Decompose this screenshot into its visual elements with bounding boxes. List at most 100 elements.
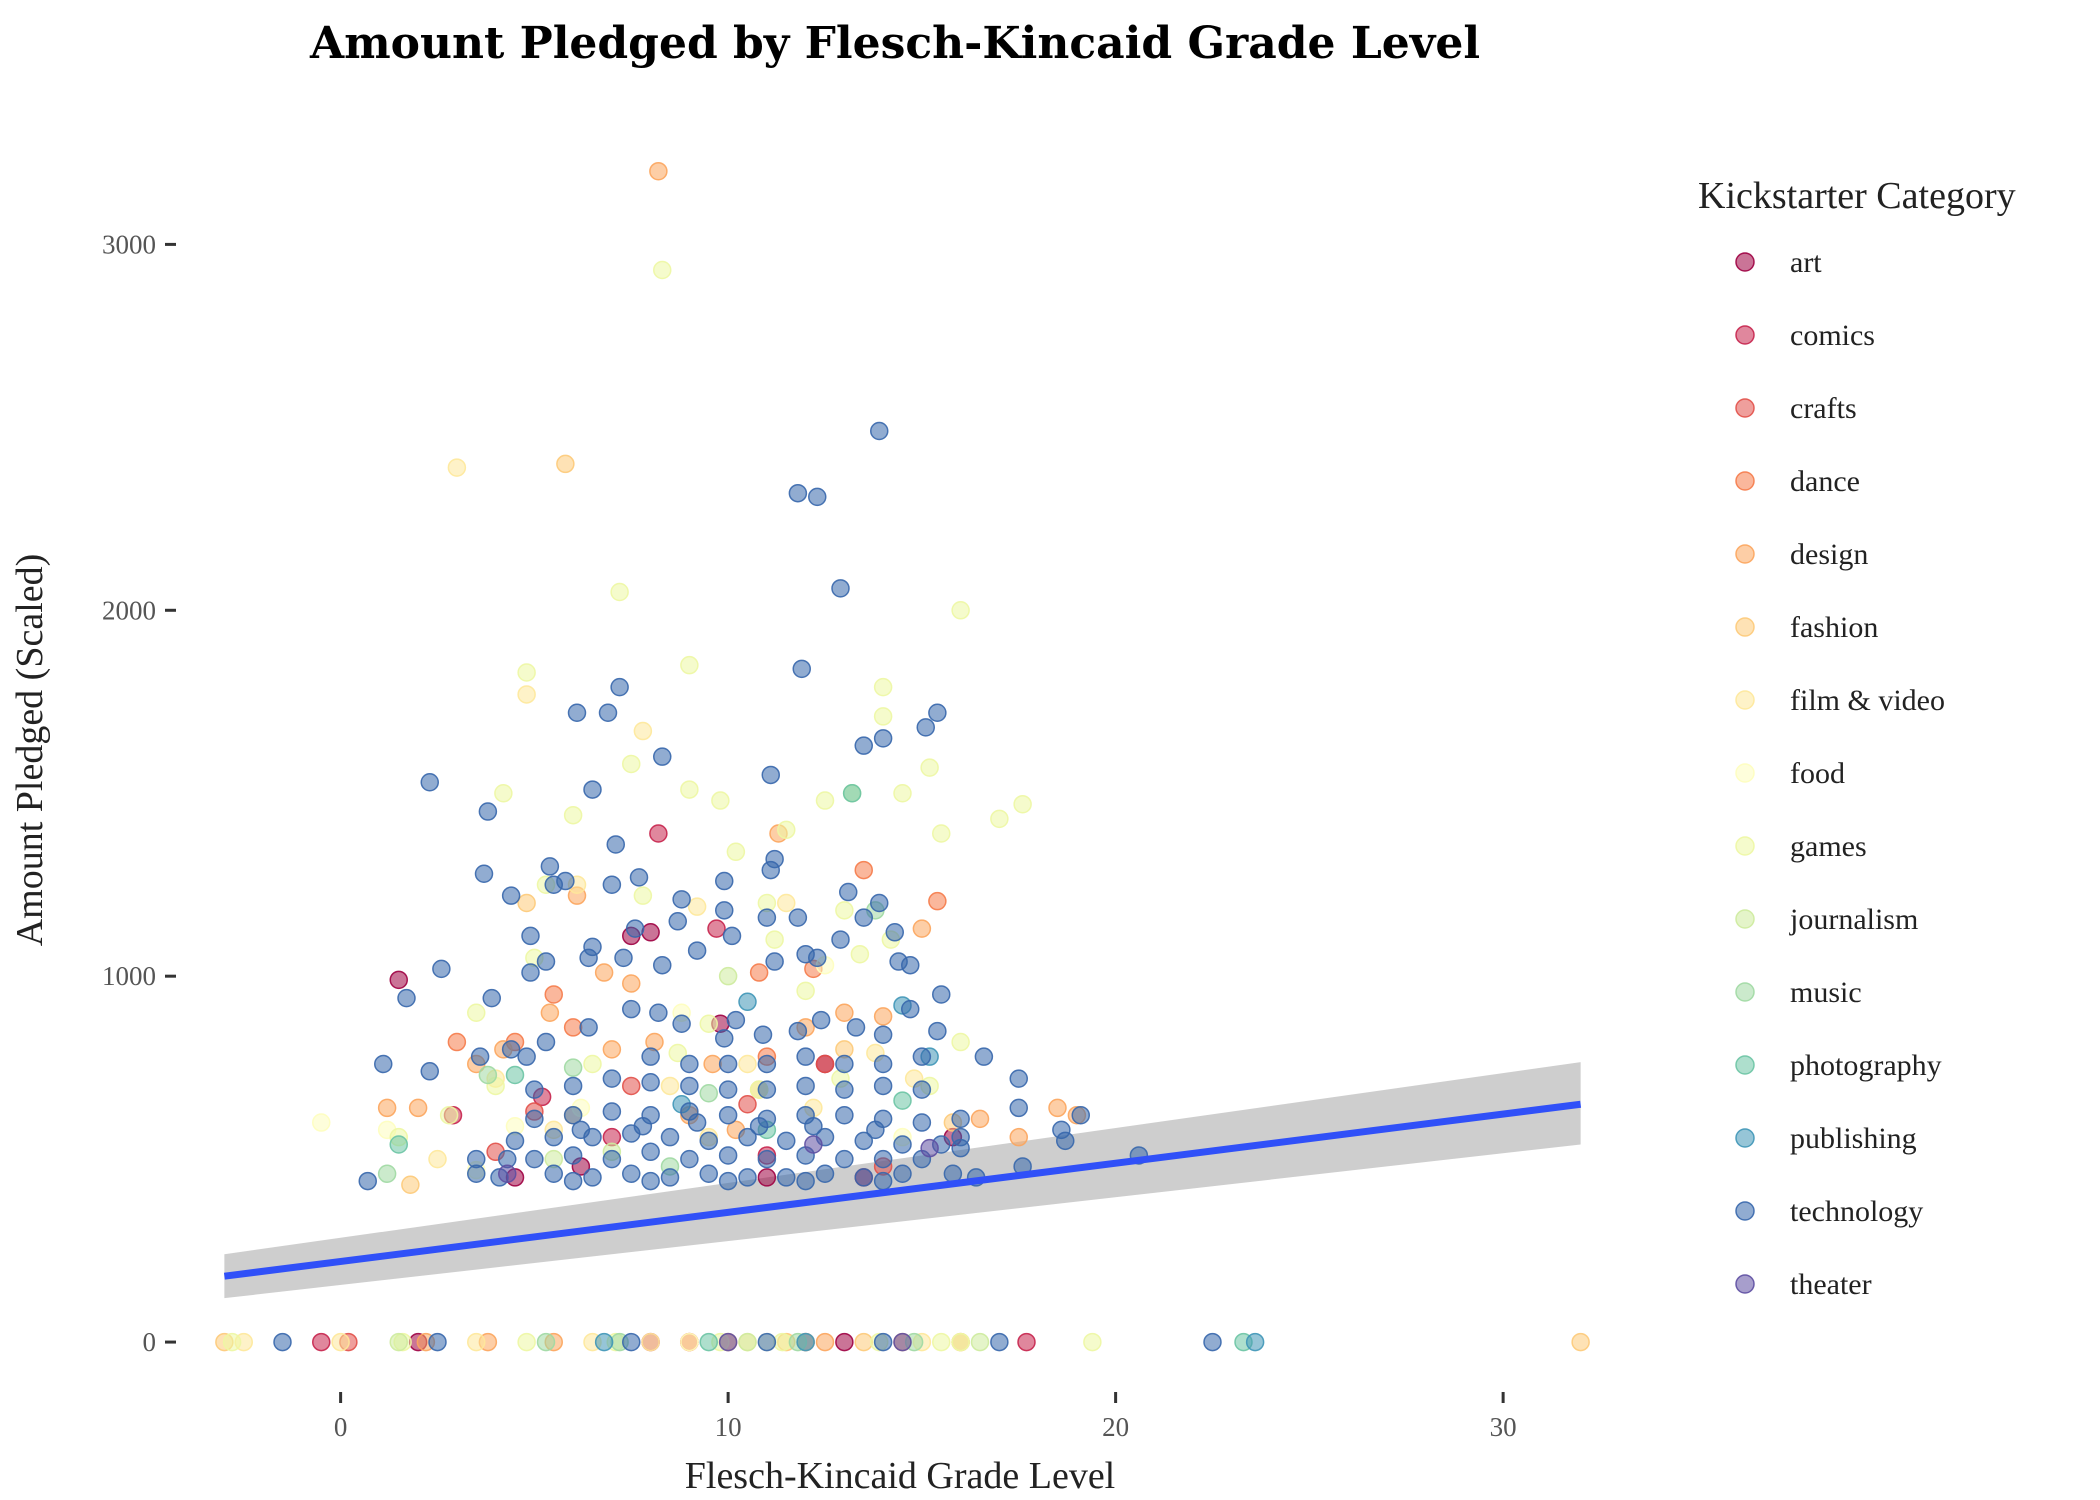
point-crafts [738,1094,757,1114]
point-publishing [796,1332,815,1352]
point-games [711,791,730,810]
point-games [633,886,653,905]
point-technology [420,1062,439,1081]
point-technology [835,1105,854,1125]
point-games [777,820,796,840]
point-publishing [1245,1332,1265,1352]
point-games [835,901,854,920]
point-technology [715,901,734,920]
legend-label: music [1790,976,1862,1009]
point-technology [873,729,893,748]
point-technology [873,1171,893,1191]
point-design [912,919,932,938]
point-design [873,1007,893,1026]
point-technology [540,857,560,876]
point-photography [505,1065,525,1085]
point-technology [622,1164,641,1184]
point-technology [804,1116,823,1136]
point-technology [432,959,451,979]
point-technology [622,1332,641,1352]
legend-label: fashion [1790,611,1878,644]
legend-label: dance [1790,465,1860,498]
point-technology [715,1029,734,1048]
point-technology [788,908,808,927]
point-technology [854,908,873,927]
point-technology [672,890,691,909]
point-film-video [467,1332,486,1352]
point-technology [738,1127,757,1147]
legend-key-technology [1735,1201,1755,1221]
point-technology [777,1131,796,1151]
point-technology [757,1149,777,1169]
point-technology [928,1021,947,1041]
point-technology [680,1054,699,1074]
point-technology [606,835,625,854]
point-technology [901,955,920,975]
point-technology [718,1146,738,1165]
point-dance [544,985,563,1004]
chart-title: Amount Pledged by Flesch-Kincaid Grade L… [309,18,1480,69]
point-technology [1009,1069,1028,1088]
point-games [653,260,672,280]
point-technology [788,483,808,503]
legend-key-publishing [1735,1128,1755,1148]
y-tick-label: 0 [143,1327,157,1357]
point-games [610,582,629,602]
point-technology [854,1131,873,1151]
point-games [517,1332,536,1352]
point-technology [467,1149,486,1169]
point-technology [680,1076,699,1096]
point-games [796,981,815,1001]
point-technology [738,1168,757,1187]
point-technology [668,912,687,931]
point-games [494,783,513,803]
point-games [920,758,939,777]
legend-label: photography [1790,1049,1942,1082]
point-technology [505,1131,525,1151]
point-music [478,1065,498,1085]
point-journalism [718,966,738,986]
point-technology [928,703,947,722]
point-technology [796,944,815,964]
point-technology [563,1171,583,1191]
point-technology [478,802,498,821]
point-technology [796,1047,815,1066]
point-games [726,842,746,862]
point-technology [602,1149,622,1169]
legend-key-journalism [1735,909,1755,929]
point-technology [470,1047,490,1066]
point-technology [901,999,920,1019]
point-technology [672,1014,691,1033]
legend-key-food [1735,763,1755,783]
point-technology [579,1018,598,1037]
point-dance [749,963,769,982]
trend-line [223,1100,1582,1280]
legend-key-dance [1735,471,1755,491]
point-technology [1071,1105,1090,1125]
point-theater [920,1138,939,1158]
point-technology [761,860,780,880]
point-fashion [517,893,536,913]
point-technology [641,1047,660,1066]
point-film-video [428,1149,447,1169]
point-technology [653,955,672,975]
point-dance [563,1018,583,1037]
point-design [815,1332,835,1352]
point-games [517,663,536,682]
point-games [622,754,641,774]
point-technology [474,864,494,883]
point-technology [641,1073,660,1092]
point-games [951,1332,970,1352]
point-publishing [738,992,757,1012]
point-technology [622,999,641,1019]
point-technology [521,926,540,946]
point-technology [792,659,811,679]
legend-label: crafts [1790,392,1857,425]
point-technology [753,1025,773,1044]
point-games [893,783,912,803]
point-technology [602,1069,622,1088]
point-crafts [815,1054,835,1074]
point-technology [757,1332,777,1352]
point-technology [525,1149,544,1169]
